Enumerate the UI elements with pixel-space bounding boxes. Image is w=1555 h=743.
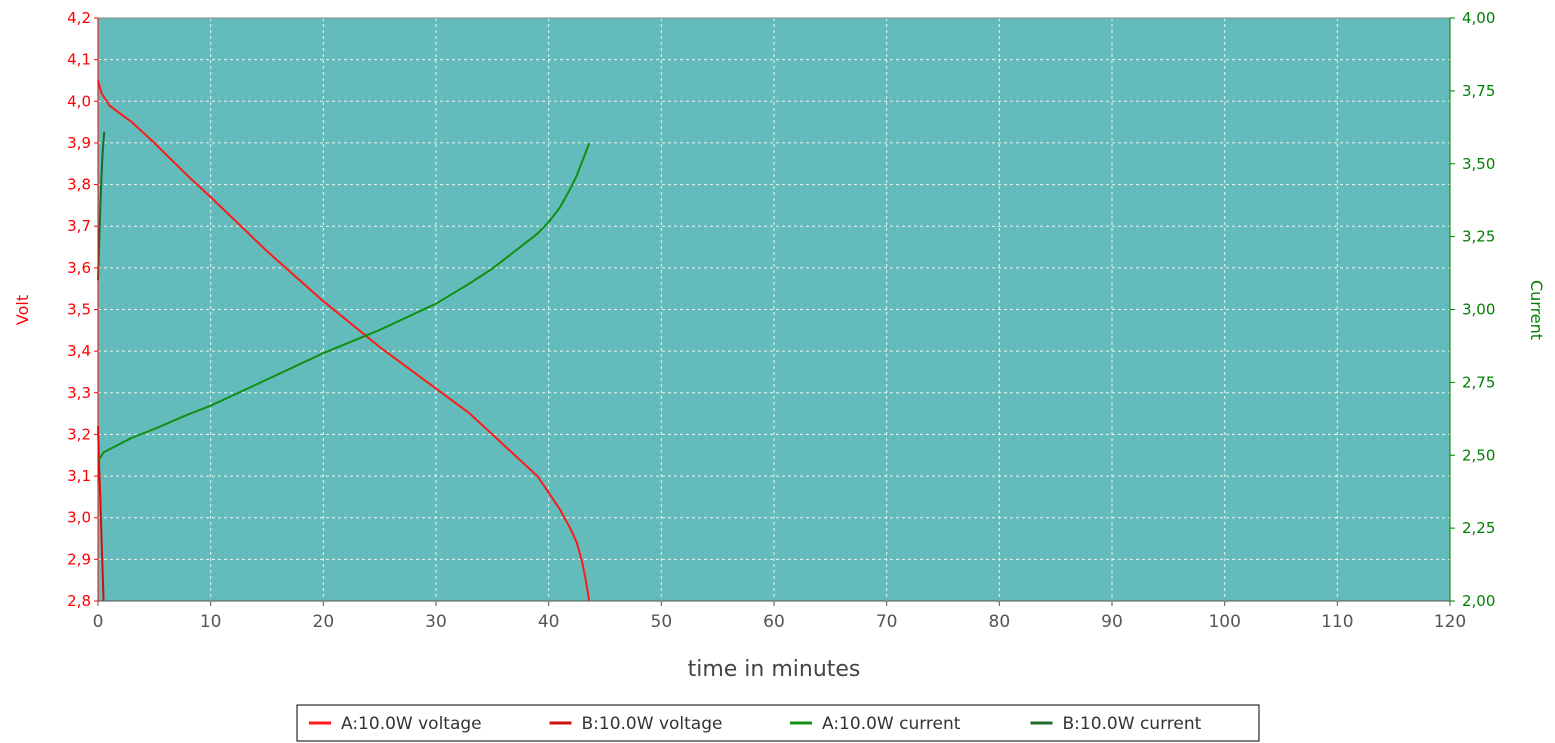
right-tick-label: 4,00 bbox=[1462, 9, 1495, 27]
legend: A:10.0W voltage B:10.0W voltage A:10.0W cu… bbox=[296, 704, 1260, 742]
x-tick-label: 70 bbox=[876, 612, 898, 632]
left-tick-label: 3,4 bbox=[67, 342, 91, 360]
x-tick-label: 50 bbox=[651, 612, 673, 632]
right-tick-label: 3,50 bbox=[1462, 155, 1495, 173]
left-tick-label: 3,1 bbox=[67, 467, 91, 485]
grid-lines bbox=[98, 18, 1450, 601]
series-line-2 bbox=[97, 142, 591, 462]
left-tick-label: 3,0 bbox=[67, 509, 91, 527]
right-tick-label: 2,25 bbox=[1462, 519, 1495, 537]
legend-label: A:10.0W current bbox=[822, 714, 961, 734]
right-tick-label: 2,50 bbox=[1462, 446, 1495, 464]
x-tick-label: 120 bbox=[1434, 612, 1466, 632]
legend-box bbox=[296, 704, 1260, 742]
series-lines bbox=[97, 80, 591, 602]
left-tick-label: 4,0 bbox=[67, 92, 91, 110]
right-axis-ticks: 2,00 2,25 2,50 2,75 3,00 3,25 3,50 3,75 4,00 bbox=[1450, 9, 1495, 610]
x-tick-label: 10 bbox=[200, 612, 222, 632]
right-tick-label: 2,00 bbox=[1462, 592, 1495, 610]
x-axis-title: time in minutes bbox=[688, 657, 861, 682]
left-axis-ticks: 2,8 2,9 3,0 3,1 3,2 3,3 3,4 3,5 3,6 3,7 3,8 3,9 4,0 4… bbox=[67, 9, 98, 610]
left-tick-label: 3,8 bbox=[67, 176, 91, 194]
legend-label: B:10.0W current bbox=[1063, 714, 1202, 734]
left-tick-label: 3,6 bbox=[67, 259, 91, 277]
x-tick-label: 20 bbox=[313, 612, 335, 632]
right-tick-label: 2,75 bbox=[1462, 373, 1495, 391]
series-line-3 bbox=[97, 131, 106, 281]
left-tick-label: 3,7 bbox=[67, 217, 91, 235]
x-tick-label: 90 bbox=[1101, 612, 1123, 632]
right-axis-title: Current bbox=[1527, 280, 1546, 340]
x-tick-label: 110 bbox=[1321, 612, 1353, 632]
legend-label: B:10.0W voltage bbox=[582, 714, 723, 734]
left-tick-label: 3,9 bbox=[67, 134, 91, 152]
left-tick-label: 3,5 bbox=[67, 301, 91, 319]
plot-background bbox=[98, 18, 1450, 601]
left-tick-label: 3,3 bbox=[67, 384, 91, 402]
x-tick-label: 0 bbox=[93, 612, 104, 632]
right-tick-label: 3,25 bbox=[1462, 228, 1495, 246]
x-axis-ticks: 0 10 20 30 40 50 60 70 80 90 100 110 120 bbox=[93, 601, 1466, 632]
x-tick-label: 100 bbox=[1208, 612, 1240, 632]
x-tick-label: 80 bbox=[989, 612, 1011, 632]
left-axis-title: Volt bbox=[13, 295, 32, 325]
x-tick-label: 30 bbox=[425, 612, 447, 632]
x-tick-label: 40 bbox=[538, 612, 560, 632]
x-tick-label: 60 bbox=[763, 612, 785, 632]
right-tick-label: 3,00 bbox=[1462, 301, 1495, 319]
series-line-0 bbox=[97, 80, 591, 602]
legend-label: A:10.0W voltage bbox=[341, 714, 482, 734]
left-tick-label: 4,1 bbox=[67, 51, 91, 69]
left-tick-label: 2,9 bbox=[67, 550, 91, 568]
left-tick-label: 4,2 bbox=[67, 9, 91, 27]
right-tick-label: 3,75 bbox=[1462, 82, 1495, 100]
left-tick-label: 2,8 bbox=[67, 592, 91, 610]
left-tick-label: 3,2 bbox=[67, 425, 91, 443]
